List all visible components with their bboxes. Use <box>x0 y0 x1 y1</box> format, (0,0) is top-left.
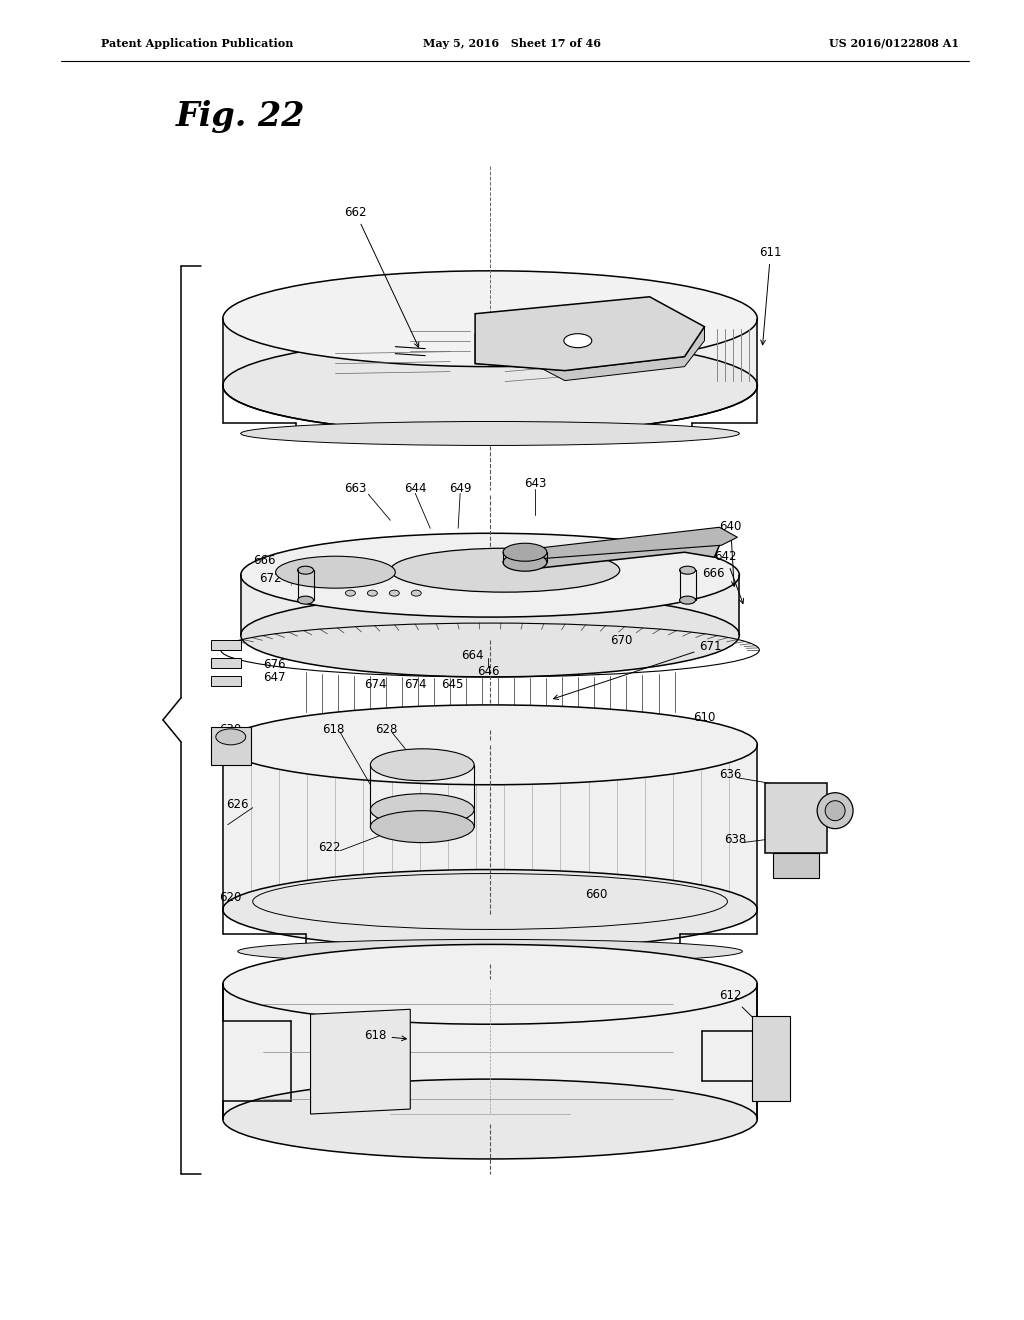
Ellipse shape <box>389 590 399 597</box>
Polygon shape <box>211 640 241 649</box>
Text: Fig. 22: Fig. 22 <box>176 99 305 132</box>
Ellipse shape <box>275 556 395 589</box>
Ellipse shape <box>503 553 547 572</box>
Text: 638: 638 <box>724 833 746 846</box>
Text: 640: 640 <box>720 520 741 586</box>
Ellipse shape <box>390 548 620 593</box>
Ellipse shape <box>503 544 547 561</box>
Polygon shape <box>223 318 758 433</box>
Ellipse shape <box>298 597 313 605</box>
Text: 611: 611 <box>760 246 782 345</box>
Polygon shape <box>520 537 720 570</box>
Text: 672: 672 <box>259 572 282 585</box>
Ellipse shape <box>817 793 853 829</box>
Polygon shape <box>223 985 758 1159</box>
Polygon shape <box>753 1016 791 1101</box>
Text: 662: 662 <box>344 206 419 347</box>
Polygon shape <box>773 853 819 878</box>
Ellipse shape <box>825 801 845 821</box>
Text: 671: 671 <box>554 640 722 700</box>
Text: 622: 622 <box>318 841 341 854</box>
Polygon shape <box>211 657 241 668</box>
Text: 674: 674 <box>365 678 387 692</box>
Text: 610: 610 <box>693 711 716 725</box>
Ellipse shape <box>371 793 474 825</box>
Text: 643: 643 <box>523 477 546 490</box>
Ellipse shape <box>223 271 758 367</box>
Ellipse shape <box>238 940 742 964</box>
Text: 612: 612 <box>720 989 790 1053</box>
Ellipse shape <box>680 566 695 574</box>
Text: 664: 664 <box>461 648 483 661</box>
Ellipse shape <box>368 590 378 597</box>
Text: 674: 674 <box>404 678 427 692</box>
Text: 630: 630 <box>219 723 241 737</box>
Ellipse shape <box>223 944 758 1024</box>
Text: 660: 660 <box>585 888 607 902</box>
Text: 626: 626 <box>225 799 248 812</box>
Ellipse shape <box>371 810 474 842</box>
Text: 663: 663 <box>344 482 367 495</box>
Text: 618: 618 <box>323 723 345 737</box>
Ellipse shape <box>412 590 421 597</box>
Text: 628: 628 <box>376 723 397 737</box>
Ellipse shape <box>371 748 474 780</box>
Ellipse shape <box>564 334 592 347</box>
Text: 670: 670 <box>609 634 632 647</box>
Ellipse shape <box>223 870 758 949</box>
Text: 644: 644 <box>404 482 427 495</box>
Text: 666: 666 <box>253 553 275 566</box>
Text: 620: 620 <box>219 891 242 904</box>
Ellipse shape <box>241 421 739 445</box>
Text: 645: 645 <box>441 678 463 692</box>
Polygon shape <box>211 676 241 686</box>
Ellipse shape <box>298 566 313 574</box>
Ellipse shape <box>223 1080 758 1159</box>
Text: 647: 647 <box>263 672 285 685</box>
Ellipse shape <box>241 593 739 677</box>
Text: May 5, 2016   Sheet 17 of 46: May 5, 2016 Sheet 17 of 46 <box>423 38 601 49</box>
Polygon shape <box>520 527 737 560</box>
Polygon shape <box>241 576 739 677</box>
Text: 642: 642 <box>715 550 743 603</box>
Polygon shape <box>310 1010 411 1114</box>
Text: US 2016/0122808 A1: US 2016/0122808 A1 <box>828 38 958 49</box>
Polygon shape <box>765 783 827 853</box>
Ellipse shape <box>345 590 355 597</box>
Text: 649: 649 <box>449 482 471 495</box>
Ellipse shape <box>223 705 758 784</box>
Text: Patent Application Publication: Patent Application Publication <box>101 38 294 49</box>
Text: 666: 666 <box>702 566 725 579</box>
Text: 646: 646 <box>477 665 500 678</box>
Ellipse shape <box>241 533 739 616</box>
Polygon shape <box>475 327 705 380</box>
Text: 636: 636 <box>720 768 741 781</box>
Ellipse shape <box>680 597 695 605</box>
Polygon shape <box>223 744 758 949</box>
Ellipse shape <box>223 338 758 433</box>
Polygon shape <box>475 297 705 371</box>
Text: 676: 676 <box>263 659 285 672</box>
Text: 618: 618 <box>365 1030 407 1043</box>
Ellipse shape <box>216 729 246 744</box>
Polygon shape <box>211 727 251 764</box>
